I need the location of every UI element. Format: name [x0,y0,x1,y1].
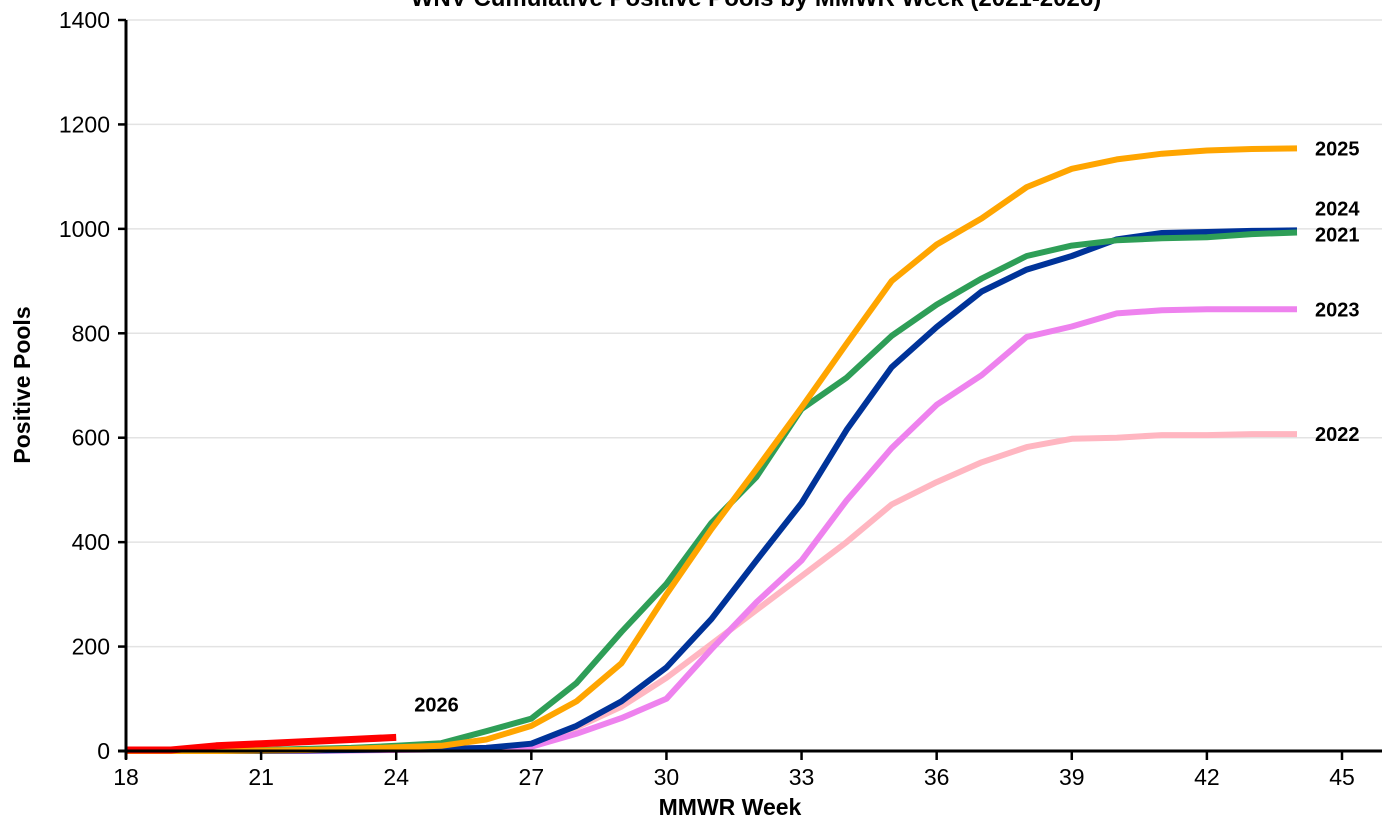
series-label-2024: 2024 [1315,198,1360,220]
series-line-2024 [126,227,1298,754]
x-tick-label-21: 21 [248,764,274,790]
x-tick-label-33: 33 [789,764,815,790]
grid-lines [126,19,1382,648]
y-tick-label-1200: 1200 [59,111,110,137]
y-tick-label-0: 0 [97,738,110,764]
series-line-2022 [126,431,1297,754]
series-label-2021: 2021 [1315,225,1360,247]
x-tick-label-39: 39 [1059,764,1085,790]
x-tick-label-30: 30 [654,764,680,790]
tick-labels: 0 200 400 600 800 1000 1200 1400 18 21 24 27 30 33 36 3… [59,7,1355,790]
chart-title: WNV Cumulative Positive Pools by MMWR We… [411,0,1101,12]
x-tick-label-27: 27 [519,764,545,790]
axes [118,18,1382,760]
y-tick-label-1000: 1000 [59,216,110,242]
x-tick-label-24: 24 [383,764,409,790]
y-tick-label-1400: 1400 [59,7,110,33]
series-label-2023: 2023 [1315,299,1360,321]
y-tick-label-800: 800 [72,320,110,346]
series-labels: 2022 2023 2024 2021 2025 2026 [414,138,1360,716]
series-lines [126,145,1298,754]
x-axis-title: MMWR Week [659,794,802,820]
series-label-2022: 2022 [1315,424,1360,446]
y-tick-label-200: 200 [72,634,110,660]
y-tick-label-400: 400 [72,529,110,555]
series-label-2026: 2026 [414,694,459,716]
x-tick-label-45: 45 [1329,764,1355,790]
series-label-2025: 2025 [1315,138,1360,160]
x-tick-label-18: 18 [113,764,139,790]
y-axis-title: Positive Pools [9,306,35,463]
y-tick-label-600: 600 [72,425,110,451]
x-tick-label-42: 42 [1194,764,1220,790]
x-tick-label-36: 36 [924,764,950,790]
